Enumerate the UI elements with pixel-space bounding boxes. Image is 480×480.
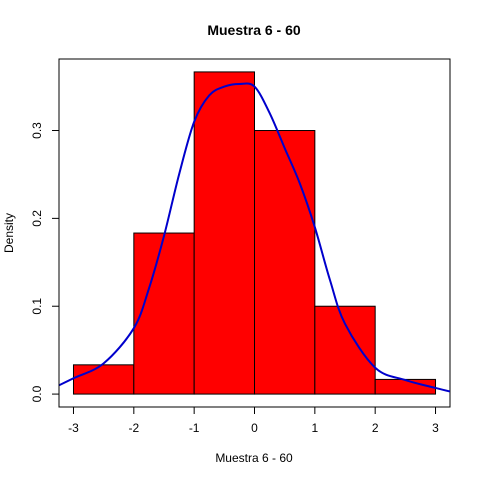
y-axis: 0.0 0.1 0.2 0.3	[30, 122, 60, 402]
x-axis-label: Muestra 6 - 60	[215, 451, 293, 465]
x-tick-label-3: 0	[251, 421, 258, 435]
histogram-bar-2	[193, 71, 255, 395]
y-tick-label-1: 0.1	[30, 298, 44, 315]
y-tick-label-2: 0.2	[30, 210, 44, 227]
x-tick-label-5: 2	[372, 421, 379, 435]
histogram-bar-3	[254, 130, 316, 395]
histogram-bars	[72, 71, 437, 395]
histogram-bar-1	[133, 232, 195, 395]
x-axis: -3 -2 -1 0 1 2 3	[68, 406, 439, 435]
density-curve	[59, 82, 450, 393]
x-tick-label-1: -2	[128, 421, 139, 435]
x-tick-label-0: -3	[68, 421, 79, 435]
y-tick-label-0: 0.0	[30, 385, 44, 402]
density-curve-layer	[59, 82, 450, 393]
x-tick-label-4: 1	[311, 421, 318, 435]
y-axis-label: Density	[2, 213, 16, 253]
x-tick-label-2: -1	[189, 421, 200, 435]
y-tick-label-3: 0.3	[30, 122, 44, 139]
histogram-bar-4	[314, 305, 376, 395]
histogram-bar-0	[72, 364, 135, 395]
x-tick-label-6: 3	[432, 421, 439, 435]
chart-title: Muestra 6 - 60	[207, 22, 301, 38]
